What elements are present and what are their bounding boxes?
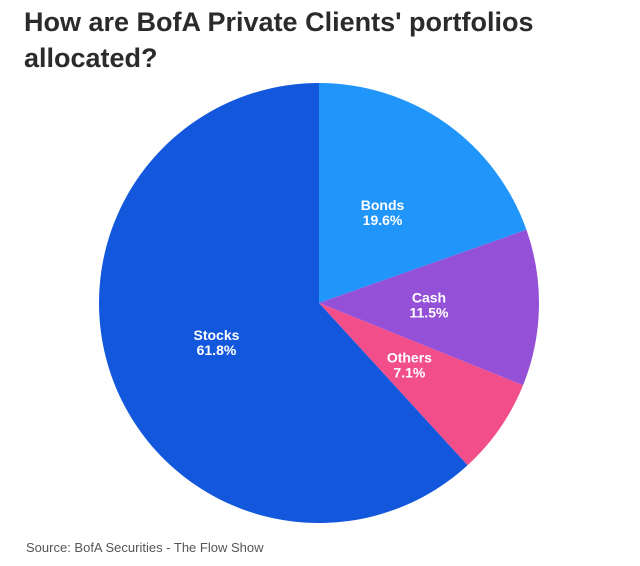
pie-slice-bonds [319, 83, 527, 303]
pie-slice-others [319, 303, 524, 466]
slice-label-stocks: Stocks [194, 327, 240, 343]
slice-value-others: 7.1% [393, 365, 425, 381]
slice-value-cash: 11.5% [410, 304, 449, 320]
pie-slice-cash [319, 229, 539, 386]
slice-label-cash: Cash [412, 289, 446, 305]
source-note: Source: BofA Securities - The Flow Show [26, 540, 264, 555]
slice-value-bonds: 19.6% [363, 212, 403, 228]
chart-title: How are BofA Private Clients' portfolios… [24, 7, 534, 73]
pie-slice-stocks [99, 83, 468, 523]
slice-label-bonds: Bonds [361, 197, 405, 213]
slice-value-stocks: 61.8% [197, 342, 237, 358]
slice-label-others: Others [387, 350, 432, 366]
